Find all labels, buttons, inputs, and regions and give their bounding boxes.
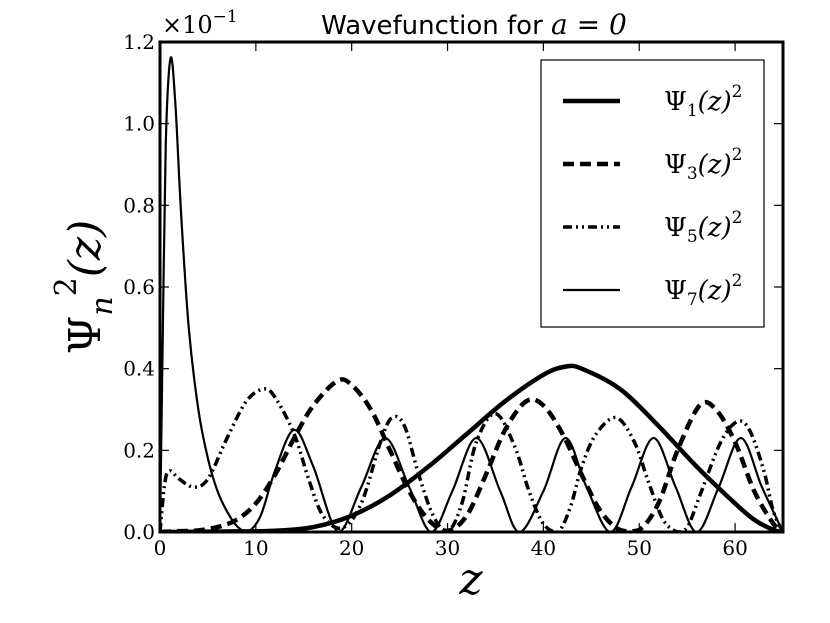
y-tick-label: 1.2 <box>123 30 155 54</box>
legend-box <box>540 59 765 328</box>
y-tick-label: 1.0 <box>123 112 155 136</box>
x-tick-label: 10 <box>243 536 268 560</box>
y-tick-label: 0.2 <box>123 438 155 462</box>
x-tick-label: 20 <box>339 536 364 560</box>
plot-frame <box>158 40 785 534</box>
series-line-4 <box>160 56 783 532</box>
x-tick-label: 50 <box>627 536 652 560</box>
legend-label-2: Ψ3(z)2 <box>664 145 742 184</box>
x-axis-label: z <box>458 554 483 605</box>
legend-label-1: Ψ1(z)2 <box>664 82 742 121</box>
chart-title: Wavefunction for a = 0 <box>321 8 627 41</box>
series-line-2 <box>160 377 783 532</box>
legend: Ψ1(z)2 Ψ3(z)2 Ψ5(z)2 Ψ7(z)2 <box>540 59 765 328</box>
x-tick-label: 30 <box>435 536 460 560</box>
y-offset-label: ×10−1 <box>162 7 238 39</box>
y-tick-label: 0.4 <box>123 357 155 381</box>
y-tick-label: 0.0 <box>123 520 155 544</box>
y-axis-label: Ψn2(z) <box>49 220 120 355</box>
y-tick-label: 0.6 <box>123 275 155 299</box>
x-tick-label: 0 <box>154 536 167 560</box>
ticks-group: 0 10 20 30 40 50 60 0.0 0.2 0.4 0.6 0.8 1.0 1.2 <box>123 30 783 560</box>
series-line-3 <box>160 387 783 532</box>
legend-label-4: Ψ7(z)2 <box>664 271 742 310</box>
x-tick-label: 60 <box>722 536 747 560</box>
y-tick-label: 0.8 <box>123 193 155 217</box>
legend-label-3: Ψ5(z)2 <box>664 208 742 247</box>
x-tick-label: 40 <box>531 536 556 560</box>
